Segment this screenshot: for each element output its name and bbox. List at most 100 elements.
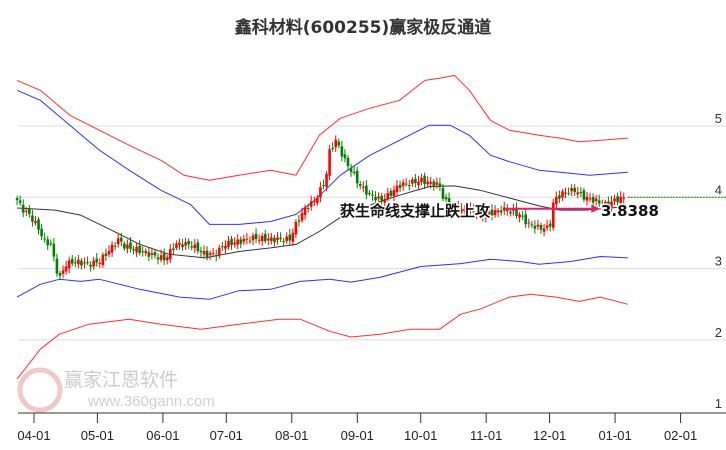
candle-body xyxy=(561,191,564,198)
candle-body xyxy=(453,207,457,210)
band-upper-inner xyxy=(16,89,628,225)
candle-body xyxy=(263,234,267,242)
candle-body xyxy=(309,201,313,207)
candle-body xyxy=(401,182,405,187)
candle-body xyxy=(352,171,356,173)
candle-body xyxy=(55,258,59,274)
watermark-brand: 赢家江恩软件 xyxy=(64,369,178,391)
candle-body xyxy=(282,241,285,243)
candle-body xyxy=(288,234,292,241)
candle-body xyxy=(156,257,160,260)
candle-body xyxy=(18,200,22,203)
x-tick-label: 10-01 xyxy=(404,428,437,443)
candle-body xyxy=(101,254,105,265)
candle-body xyxy=(475,214,478,216)
candle-body xyxy=(539,224,543,230)
candle-body xyxy=(196,242,200,252)
candle-body xyxy=(70,258,74,264)
candle-body xyxy=(591,196,595,203)
candle-body xyxy=(564,192,567,194)
candle-body xyxy=(92,260,95,267)
candle-body xyxy=(46,239,50,246)
candle-body xyxy=(392,190,396,197)
candle-body xyxy=(64,266,68,272)
candle-body xyxy=(273,237,276,243)
candle-body xyxy=(573,187,577,193)
candle-body xyxy=(411,179,414,184)
candle-body xyxy=(447,198,451,207)
candle-body xyxy=(429,181,433,184)
candle-body xyxy=(377,196,380,199)
candle-body xyxy=(622,197,626,199)
candle-body xyxy=(129,242,132,249)
candle-body xyxy=(86,262,89,264)
candle-body xyxy=(469,208,472,211)
candle-body xyxy=(576,192,580,195)
candle-body xyxy=(138,245,141,253)
y-tick-label: 2 xyxy=(715,325,722,340)
candle-body xyxy=(239,239,243,244)
candle-body xyxy=(67,260,71,269)
candle-body xyxy=(147,252,151,257)
chart-title: 鑫科材料(600255)赢家极反通道 xyxy=(234,18,492,38)
candle-body xyxy=(153,252,157,256)
candle-body xyxy=(594,198,598,202)
candle-body xyxy=(190,246,194,248)
candle-body xyxy=(414,178,417,184)
candle-body xyxy=(610,201,613,208)
candle-body xyxy=(184,242,187,246)
candle-body xyxy=(208,253,212,255)
candle-body xyxy=(80,260,83,266)
candle-body xyxy=(597,200,601,204)
x-tick-label: 11-01 xyxy=(470,428,502,443)
candle-body xyxy=(267,238,270,241)
candle-body xyxy=(389,190,393,196)
candle-body xyxy=(472,208,475,213)
candle-body xyxy=(276,237,279,241)
candle-body xyxy=(322,185,325,187)
candle-body xyxy=(300,212,304,221)
candle-body xyxy=(555,196,558,205)
candle-body xyxy=(49,243,53,245)
candle-body xyxy=(331,147,334,149)
candle-body xyxy=(441,187,445,199)
candle-body xyxy=(31,215,34,222)
y-tick-label: 5 xyxy=(715,111,722,126)
x-tick-label: 04-01 xyxy=(17,428,50,443)
candle-body xyxy=(187,241,190,245)
candle-body xyxy=(28,208,31,215)
candle-body xyxy=(236,239,239,245)
candle-body xyxy=(285,236,289,241)
candle-body xyxy=(141,251,145,253)
candle-body xyxy=(61,270,65,274)
candle-body xyxy=(548,223,552,227)
candle-body xyxy=(386,193,390,200)
candle-body xyxy=(260,235,264,242)
candle-body xyxy=(334,139,338,148)
candle-body xyxy=(254,233,258,240)
candle-body xyxy=(319,187,322,198)
candle-body xyxy=(135,246,138,253)
watermark-seal-icon xyxy=(17,367,63,413)
candle-body xyxy=(371,194,374,196)
candle-body xyxy=(499,210,503,213)
x-tick-label: 09-01 xyxy=(341,428,374,443)
band-lower-inner xyxy=(16,256,628,300)
candle-body xyxy=(34,221,37,224)
candle-body xyxy=(43,238,46,240)
watermark-url: www.360gann.com xyxy=(87,393,215,410)
candle-body xyxy=(438,183,442,187)
candle-body xyxy=(432,181,436,187)
candle-body xyxy=(95,258,99,263)
candle-body xyxy=(24,210,28,212)
candle-body xyxy=(270,237,273,241)
candle-body xyxy=(518,214,521,218)
candle-body xyxy=(478,210,482,213)
candle-body xyxy=(291,232,295,242)
band-lifeline xyxy=(17,185,620,259)
candle-body xyxy=(110,244,114,253)
candle-body xyxy=(168,249,172,260)
candle-body xyxy=(15,198,19,201)
candle-body xyxy=(362,186,365,188)
candle-body xyxy=(40,228,43,237)
